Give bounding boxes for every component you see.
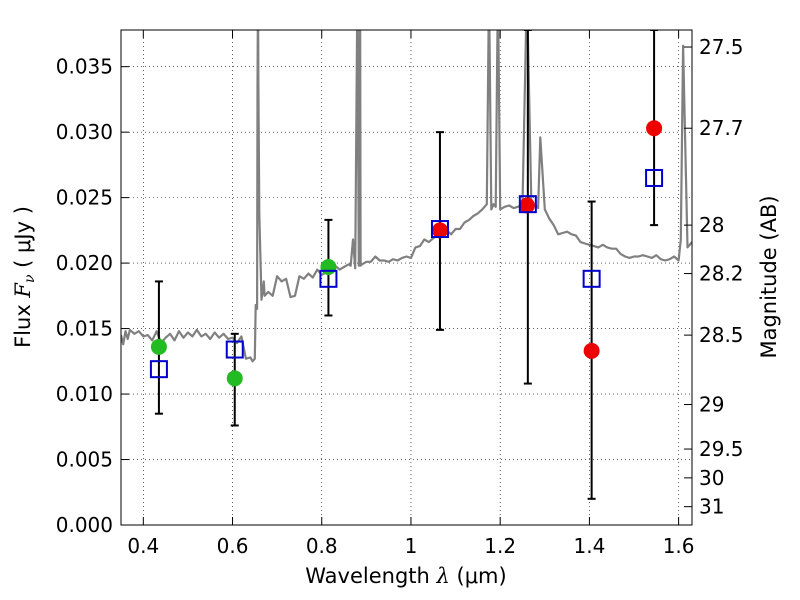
x-tick-label: 0.6 <box>217 534 249 558</box>
model-flux-square <box>149 360 168 379</box>
x-tick-label: 1 <box>405 534 418 558</box>
y-tick-label: 0.025 <box>56 186 113 210</box>
photometry-point <box>646 120 663 137</box>
y2-tick-label: 29.5 <box>699 437 744 461</box>
plot-background <box>121 30 692 525</box>
y2-tick-label: 28.5 <box>699 323 744 347</box>
photometry-point <box>150 338 167 355</box>
model-spectrum-line <box>121 30 692 363</box>
y-tick-label: 0.020 <box>56 251 113 275</box>
model-flux-square <box>225 340 244 359</box>
data-layer <box>121 30 692 500</box>
model-flux-square <box>430 220 449 239</box>
photometry-point <box>226 370 243 387</box>
photometry-point <box>518 197 535 214</box>
x-tick-label: 1.2 <box>484 534 516 558</box>
model-flux-square <box>582 269 601 288</box>
x-tick-label: 1.4 <box>573 534 605 558</box>
y2-tick-label: 30 <box>699 466 724 490</box>
y2-tick-label: 27.7 <box>699 116 744 140</box>
y-tick-label: 0.010 <box>56 382 113 406</box>
y-tick-label: 0.000 <box>56 513 113 537</box>
y2-tick-label: 27.5 <box>699 35 744 59</box>
model-flux-square <box>518 195 537 214</box>
photometry-point <box>320 259 337 276</box>
y-tick-label: 0.035 <box>56 55 113 79</box>
photometry-point <box>583 342 600 359</box>
y-tick-label: 0.005 <box>56 448 113 472</box>
x-axis-title: Wavelength λ (μm) <box>305 564 506 588</box>
y2-tick-label: 28 <box>699 213 724 237</box>
x-tick-label: 0.8 <box>306 534 338 558</box>
model-flux-square <box>645 168 664 187</box>
model-flux-square <box>319 269 338 288</box>
axes: 0.4 0.6 0.8 1 1.2 1.4 1.6 0.000 0.005 0.010 0.015 0… <box>56 30 744 558</box>
y2-tick-label: 29 <box>699 393 724 417</box>
plot-frame <box>120 29 693 526</box>
y2-tick-label: 28.2 <box>699 262 744 286</box>
y2-axis-title: Magnitude (AB) <box>757 195 781 358</box>
photometry-point <box>431 222 448 239</box>
y-tick-label: 0.015 <box>56 317 113 341</box>
x-tick-label: 0.4 <box>127 534 159 558</box>
y-tick-label: 0.030 <box>56 120 113 144</box>
y2-tick-label: 31 <box>699 495 724 519</box>
y-axis-title: Flux Fν ( μJy ) <box>11 206 38 348</box>
grid <box>121 30 692 526</box>
x-tick-label: 1.6 <box>663 534 695 558</box>
